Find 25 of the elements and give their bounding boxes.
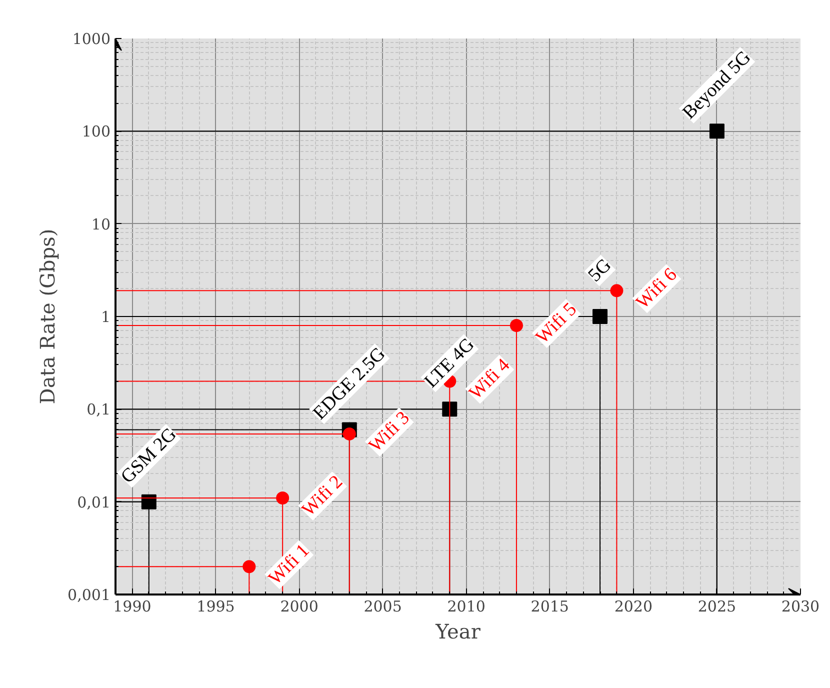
x-tick-label: 2025 bbox=[698, 598, 736, 616]
y-tick-label: 10 bbox=[91, 215, 111, 234]
y-tick-label: 0,01 bbox=[77, 493, 111, 512]
y-tick-label: 0,1 bbox=[86, 400, 111, 419]
x-tick-label: 1995 bbox=[196, 598, 235, 616]
annotation: 5G bbox=[584, 254, 616, 286]
y-tick-label: 0,001 bbox=[68, 586, 111, 604]
y-tick-label: 1 bbox=[100, 308, 111, 326]
x-tick-label: 2000 bbox=[280, 598, 318, 616]
x-axis-title: Year bbox=[434, 620, 481, 644]
x-tick-label: 2015 bbox=[530, 598, 569, 616]
x-tick-label: 2005 bbox=[364, 598, 402, 616]
annotation: Wifi 6 bbox=[632, 264, 682, 314]
x-tick-label: 2010 bbox=[447, 598, 486, 616]
annotation: Wifi 2 bbox=[298, 471, 348, 520]
y-axis-title: Data Rate (Gbps) bbox=[36, 228, 60, 404]
annotation: Wifi 5 bbox=[532, 298, 581, 348]
annotation: Wifi 3 bbox=[364, 407, 414, 456]
y-tick-label: 1000 bbox=[72, 30, 111, 48]
annotation: Wifi 4 bbox=[465, 354, 515, 404]
x-tick-label: 1990 bbox=[113, 598, 152, 616]
x-tick-label: 2020 bbox=[614, 598, 653, 616]
y-tick-label: 100 bbox=[82, 122, 111, 141]
annotation: Wifi 1 bbox=[264, 540, 314, 590]
x-tick-label: 2030 bbox=[781, 598, 820, 616]
